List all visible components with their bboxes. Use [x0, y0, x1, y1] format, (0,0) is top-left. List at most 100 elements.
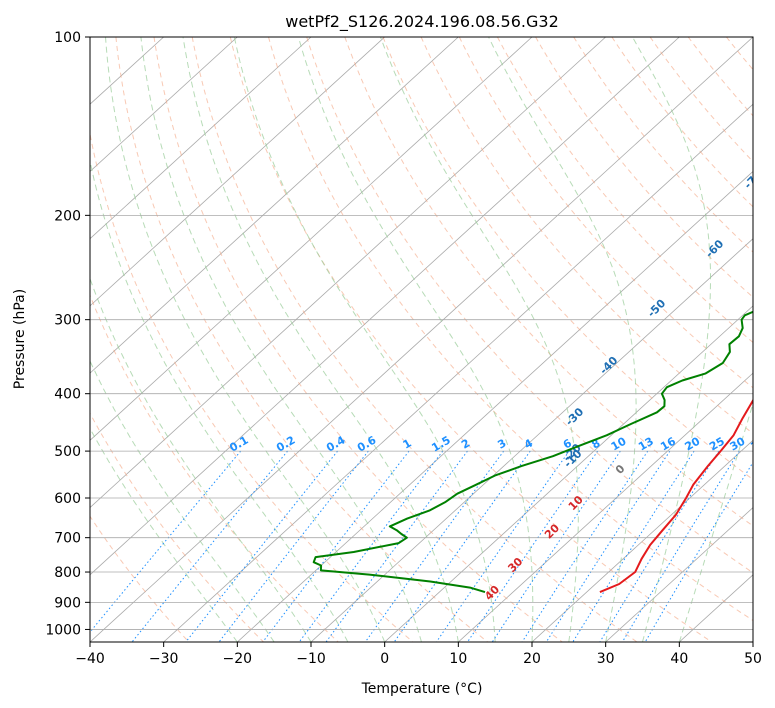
mixing-ratio-label: 10: [609, 434, 629, 453]
isotherm-line: [90, 37, 533, 441]
moist-adiabat-line: [182, 37, 459, 642]
dry-adiabat-label: 0: [613, 462, 628, 477]
isotherm-line: [531, 439, 753, 642]
dry-adiabat-label: -60: [703, 237, 726, 260]
mixing-ratio-line: [262, 450, 410, 642]
y-tick-label: 300: [54, 313, 81, 329]
line-labels: 0.10.20.40.611.52346810131620253036-100-…: [227, 168, 768, 603]
moist-adiabat-line: [632, 37, 711, 642]
plot-frame: [89, 36, 754, 643]
background-lines: [90, 37, 753, 642]
dry-adiabat-line: [382, 37, 753, 481]
x-tick-label: 30: [597, 651, 615, 667]
mixing-ratio-line: [545, 450, 671, 642]
y-tick-label: 400: [54, 387, 81, 403]
isotherm-line: [237, 170, 753, 642]
pressure-grid: [90, 37, 753, 630]
mixing-ratio-label: 3: [495, 437, 508, 452]
y-tick-label: 900: [54, 595, 81, 611]
dry-adiabat-line: [306, 37, 753, 574]
mixing-ratio-line: [185, 450, 338, 642]
mixing-ratio-line: [491, 450, 621, 642]
x-tick-label: −30: [149, 651, 179, 667]
mixing-ratio-label: 1: [401, 437, 414, 452]
moist-adiabat-line: [488, 37, 637, 642]
dry-adiabat-line: [115, 37, 488, 642]
dry-adiabat-line: [496, 37, 753, 344]
mixing-ratio-line: [521, 450, 649, 642]
isotherm-line: [163, 103, 753, 642]
temperature-profile-line: [599, 398, 753, 594]
mixing-ratio-line: [298, 450, 444, 642]
dry-adiabat-line: [90, 515, 190, 642]
isotherm-line: [90, 37, 312, 240]
dry-adiabat-line: [420, 37, 753, 435]
isotherm-line: [752, 641, 753, 642]
x-tick-label: 10: [449, 651, 467, 667]
y-axis-label: Pressure (hPa): [12, 289, 28, 389]
x-tick-label: −20: [223, 651, 253, 667]
dry-adiabat-line: [649, 37, 753, 163]
dry-adiabat-line: [344, 37, 753, 527]
profile-lines: [312, 310, 753, 594]
dry-adiabat-line: [90, 412, 264, 642]
moist-adiabat-line: [105, 37, 386, 642]
mixing-ratio-label: 20: [682, 434, 702, 453]
x-tick-label: 40: [670, 651, 688, 667]
dry-adiabat-line: [611, 37, 753, 208]
dry-adiabat-line: [153, 37, 563, 642]
mixing-ratio-label: 13: [636, 435, 656, 454]
dry-adiabat-line: [90, 131, 414, 642]
x-tick-label: 20: [523, 651, 541, 667]
dry-adiabat-label: -70: [742, 168, 765, 191]
mixing-ratio-line: [364, 450, 505, 642]
dewpoint-profile-line: [312, 310, 753, 594]
moist-adiabat-line: [233, 37, 496, 642]
x-tick-label: −40: [75, 651, 105, 667]
y-tick-label: 700: [54, 531, 81, 547]
isotherm-line: [90, 37, 238, 172]
chart-title: wetPf2_S126.2024.196.08.56.G32: [285, 12, 559, 32]
dry-adiabat-label: -50: [645, 297, 668, 320]
isotherm-line: [384, 305, 753, 642]
moist-adiabat-line: [678, 401, 753, 642]
y-tick-label: 100: [54, 30, 81, 46]
isotherm-line: [605, 507, 753, 642]
mixing-ratio-label: 2: [459, 437, 472, 452]
isotherm-line: [90, 37, 680, 576]
isotherm-line: [90, 37, 459, 374]
dry-adiabat-line: [573, 37, 753, 253]
y-tick-label: 1000: [45, 622, 81, 638]
dry-adiabat-line: [535, 37, 753, 298]
moist-adiabat-line: [380, 37, 579, 642]
x-tick-label: 0: [380, 651, 389, 667]
x-tick-label: −10: [296, 651, 326, 667]
x-tick-label: 50: [744, 651, 762, 667]
y-tick-label: 600: [54, 491, 81, 507]
mixing-ratio-label: 25: [707, 435, 727, 454]
dry-adiabat-line: [191, 37, 638, 642]
dry-adiabat-label: 20: [542, 521, 562, 541]
moist-adiabat-line: [297, 37, 534, 642]
moist-adiabat-line: [90, 277, 312, 642]
isotherm-line: [90, 37, 385, 307]
moist-adiabat-line: [90, 158, 349, 642]
mixing-ratio-line: [90, 450, 242, 633]
moist-adiabat-line: [140, 37, 422, 642]
x-axis: −40 −30 −20 −10 0 10 20 30 40 50: [75, 642, 762, 667]
dry-adiabat-label: 10: [566, 493, 586, 513]
mixing-ratio-line: [599, 450, 720, 642]
isotherm-line: [310, 238, 753, 642]
mixing-ratio-line: [218, 450, 369, 642]
mixing-ratio-line: [572, 450, 695, 642]
mixing-ratio-line: [621, 450, 740, 642]
y-tick-label: 800: [54, 565, 81, 581]
mixing-ratio-label: 36: [748, 434, 768, 453]
isotherm-line: [90, 37, 606, 509]
isotherm-line: [458, 372, 753, 642]
x-axis-label: Temperature (°C): [361, 681, 483, 697]
y-axis: 100 200 300 400 500 600 700 800 900 1000: [45, 30, 90, 638]
dry-adiabat-line: [268, 37, 753, 622]
moist-adiabat-line: [90, 427, 238, 642]
